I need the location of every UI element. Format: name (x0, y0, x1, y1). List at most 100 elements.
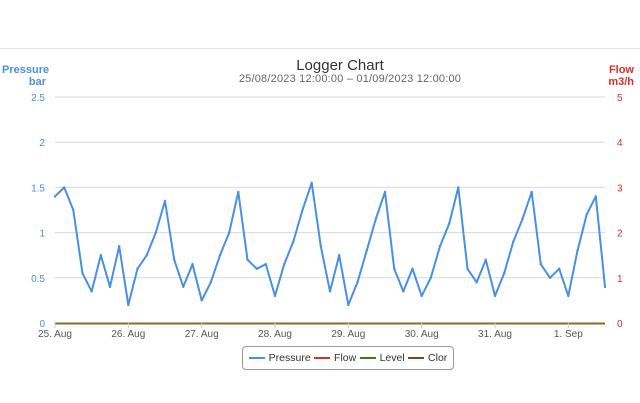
data-point-pressure (172, 258, 176, 261)
legend-item-level[interactable]: Level (359, 352, 405, 364)
data-point-pressure (557, 267, 561, 270)
data-point-pressure (567, 294, 570, 298)
legend-label-clor: Clor (428, 352, 448, 364)
x-tick-label: 25. Aug (38, 329, 72, 340)
x-tick-label: 29. Aug (331, 329, 365, 340)
data-point-pressure (594, 195, 598, 198)
data-point-pressure (512, 240, 515, 243)
data-point-pressure (585, 213, 588, 216)
legend-item-pressure[interactable]: Pressure (248, 352, 311, 364)
legend-item-flow[interactable]: Flow (314, 352, 356, 364)
data-point-pressure (255, 267, 258, 270)
left-axis-title: Pressure bar (2, 64, 50, 88)
data-point-pressure (466, 267, 469, 270)
right-tick-label: 4 (617, 138, 623, 149)
data-point-pressure (383, 190, 387, 194)
legend-label-level: Level (379, 352, 405, 364)
data-point-pressure (62, 186, 66, 189)
legend-item-clor[interactable]: Clor (408, 352, 447, 364)
data-point-pressure (209, 281, 213, 284)
data-point-pressure (292, 240, 295, 243)
data-point-pressure (356, 281, 359, 284)
data-point-pressure (502, 272, 506, 275)
data-point-pressure (365, 249, 368, 252)
data-point-pressure (99, 254, 103, 257)
data-point-pressure (576, 249, 579, 252)
data-point-pressure (154, 231, 158, 234)
data-point-pressure (182, 285, 185, 289)
data-point-pressure (237, 190, 240, 194)
legend-swatch-clor (408, 357, 425, 359)
left-tick-label: 2 (39, 138, 45, 149)
data-point-pressure (108, 285, 112, 289)
right-axis-title: Flow m3/h (590, 64, 634, 88)
chart-title: Logger Chart (296, 57, 384, 74)
right-tick-label: 1 (617, 274, 623, 285)
left-tick-label: 0 (39, 319, 45, 330)
data-point-pressure (218, 254, 222, 257)
data-point-pressure (90, 290, 93, 293)
data-point-pressure (328, 290, 332, 293)
data-point-pressure (420, 294, 423, 298)
data-point-pressure (227, 231, 231, 234)
legend-swatch-flow (314, 357, 331, 359)
x-tick-label: 31. Aug (478, 329, 512, 340)
data-point-pressure (191, 263, 194, 266)
legend-swatch-level (359, 357, 376, 359)
legend-swatch-pressure (248, 357, 265, 359)
data-point-pressure (136, 267, 139, 270)
data-point-pressure (273, 294, 277, 298)
left-axis-unit: bar (28, 76, 46, 88)
right-axis-unit: m3/h (608, 76, 634, 88)
left-tick-label: 2.5 (31, 93, 45, 104)
data-point-pressure (429, 276, 433, 279)
data-point-pressure (200, 299, 203, 302)
left-tick-label: 1 (39, 229, 45, 240)
data-point-pressure (81, 272, 84, 275)
data-point-pressure (282, 263, 286, 266)
data-point-pressure (374, 217, 378, 221)
data-point-pressure (117, 244, 121, 248)
data-point-pressure (475, 281, 478, 284)
data-point-pressure (457, 186, 460, 189)
right-axis-label: Flow (608, 64, 634, 76)
right-tick-label: 0 (617, 319, 623, 330)
data-point-pressure (392, 267, 396, 270)
data-point-pressure (127, 303, 130, 307)
data-point-pressure (402, 290, 405, 293)
x-tick-label: 30. Aug (405, 329, 439, 340)
data-point-pressure (493, 294, 497, 298)
data-point-pressure (484, 258, 488, 261)
left-tick-label: 0.5 (31, 274, 45, 285)
data-point-pressure (411, 267, 414, 270)
data-point-pressure (337, 254, 341, 257)
data-point-pressure (301, 208, 304, 212)
left-tick-label: 1.5 (31, 183, 45, 194)
data-point-pressure (438, 244, 442, 248)
legend-label-flow: Flow (334, 352, 357, 364)
x-tick-label: 28. Aug (258, 329, 292, 340)
top-divider (0, 48, 640, 49)
left-axis-label: Pressure (2, 64, 50, 76)
data-point-pressure (246, 258, 249, 261)
data-point-pressure (264, 263, 268, 266)
legend-label-pressure: Pressure (268, 352, 311, 364)
right-tick-label: 2 (617, 229, 623, 240)
x-tick-label: 1. Sep (554, 329, 583, 340)
data-point-pressure (530, 190, 533, 194)
data-point-pressure (163, 199, 167, 203)
data-point-pressure (72, 208, 75, 212)
chart-subtitle: 25/08/2023 12:00:00 – 01/09/2023 12:00:0… (238, 73, 462, 85)
right-tick-label: 3 (617, 183, 623, 194)
right-tick-label: 5 (617, 93, 623, 104)
data-point-pressure (347, 303, 350, 307)
data-point-pressure (603, 285, 607, 289)
data-point-pressure (521, 217, 524, 221)
data-point-pressure (319, 244, 323, 248)
x-tick-label: 27. Aug (185, 329, 219, 340)
x-tick-label: 26. Aug (111, 329, 145, 340)
data-point-pressure (53, 195, 57, 198)
data-point-pressure (447, 222, 451, 225)
data-point-pressure (145, 254, 148, 257)
